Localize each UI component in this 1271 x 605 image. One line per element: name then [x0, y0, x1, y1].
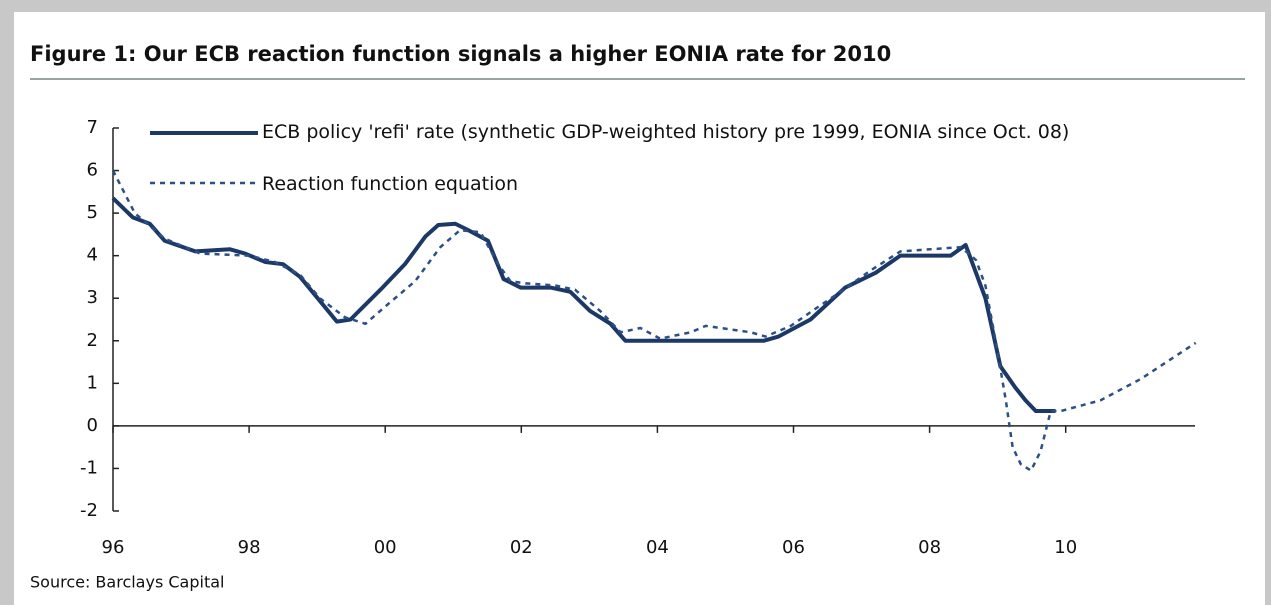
y-tick-label: -2: [80, 500, 98, 521]
series-line: [111, 196, 1056, 413]
y-tick-label: 3: [87, 287, 98, 308]
y-tick-label: 7: [87, 117, 98, 138]
x-tick-label: 08: [918, 537, 941, 558]
y-tick-label: 0: [87, 415, 98, 436]
y-tick-label: 1: [87, 372, 98, 393]
x-tick-label: 06: [782, 537, 805, 558]
x-tick-label: 04: [646, 537, 669, 558]
x-tick-label: 98: [238, 537, 261, 558]
y-tick-label: 4: [87, 245, 98, 266]
x-tick-label: 02: [510, 537, 533, 558]
chart-title: Figure 1: Our ECB reaction function sign…: [30, 42, 891, 66]
x-tick-label: 10: [1054, 537, 1077, 558]
y-tick-label: 6: [87, 160, 98, 181]
y-tick-label: -1: [80, 457, 98, 478]
legend-label: Reaction function equation: [262, 173, 519, 195]
y-tick-label: 2: [87, 330, 98, 351]
source: Source: Barclays Capital: [30, 573, 224, 592]
frame: [14, 12, 1265, 605]
legend-label: ECB policy 'refi' rate (synthetic GDP-we…: [262, 121, 1070, 143]
y-tick-label: 5: [87, 202, 98, 223]
x-tick-label: 00: [374, 537, 397, 558]
series-line: [111, 169, 1197, 472]
x-tick-label: 96: [102, 537, 125, 558]
